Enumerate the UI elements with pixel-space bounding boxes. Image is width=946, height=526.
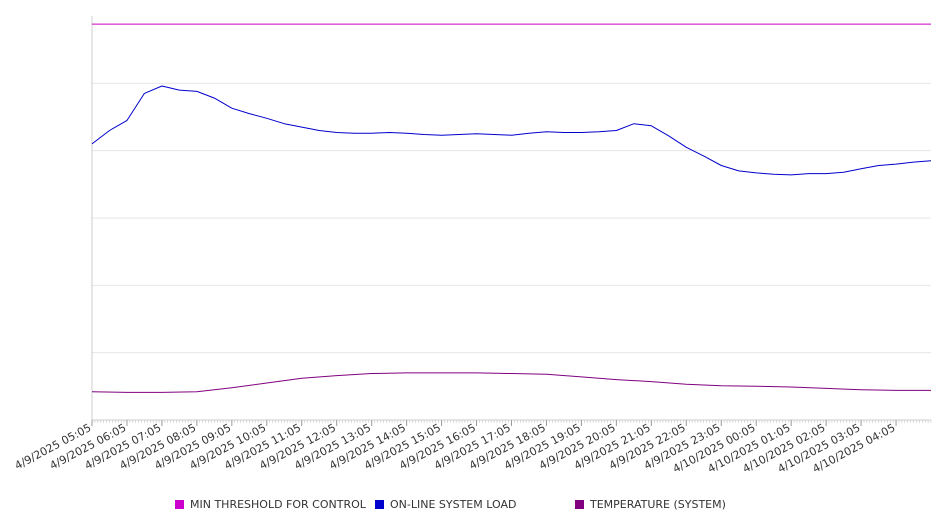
series-line-on-line-system-load	[91, 85, 932, 176]
legend-item-online-system-load[interactable]: ON-LINE SYSTEM LOAD	[375, 498, 516, 511]
legend: MIN THRESHOLD FOR CONTROL ON-LINE SYSTEM…	[0, 498, 946, 514]
legend-item-temperature[interactable]: TEMPERATURE (SYSTEM)	[575, 498, 726, 511]
legend-item-min-threshold[interactable]: MIN THRESHOLD FOR CONTROL	[175, 498, 366, 511]
legend-label-temperature: TEMPERATURE (SYSTEM)	[590, 498, 726, 511]
legend-label-min-threshold: MIN THRESHOLD FOR CONTROL	[190, 498, 366, 511]
legend-label-online-system-load: ON-LINE SYSTEM LOAD	[390, 498, 517, 511]
legend-swatch-online-system-load	[375, 500, 384, 509]
gridlines	[92, 82, 931, 354]
legend-swatch-min-threshold	[175, 500, 184, 509]
series-layer	[91, 23, 932, 393]
x-tick-labels: 4/9/2025 05:054/9/2025 06:054/9/2025 07:…	[13, 420, 897, 476]
series-line-temperature-system	[91, 372, 931, 393]
x-minor-ticks	[91, 420, 932, 423]
legend-swatch-temperature	[575, 500, 584, 509]
